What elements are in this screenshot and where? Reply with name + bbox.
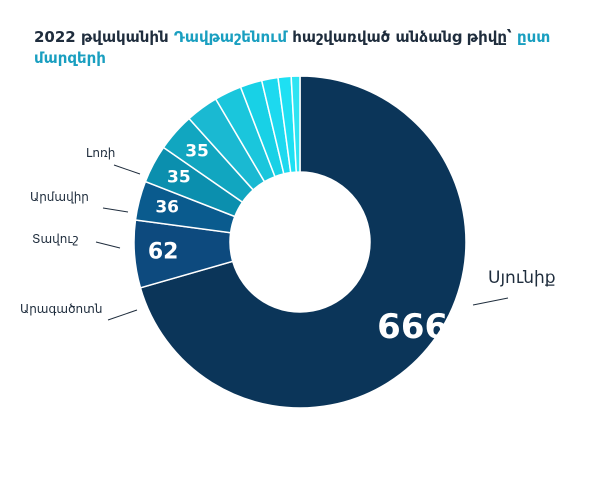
slice-category-label: Տավուշ [32,232,79,246]
leader-line [472,297,509,306]
chart-title: 2022 թվականին Դավթաշենում հաշվառված անձա… [34,27,574,69]
slice-value-label: 35 [167,168,191,188]
donut-slice [139,75,467,409]
leader-line [113,164,141,175]
slice-value-label: 666 [377,307,448,347]
value-labels: 666 62 36 35 35 [148,141,448,347]
donut-slices [133,75,467,409]
slice-category-label: Լոռի [86,146,115,160]
leader-line [102,207,129,213]
title-highlight-1: Դավթաշենում [173,28,288,46]
slice-category-label: Սյունիք [488,268,556,288]
slice-value-label: 36 [155,198,179,218]
title-part-2: հաշվառված անձանց թիվը՝ [287,28,517,46]
slice-category-label: Արմավիր [30,190,89,204]
slice-value-label: 62 [148,240,179,265]
slice-value-label: 35 [185,141,209,161]
title-highlight-2: ըստ մարզերի [34,28,551,67]
category-labels: Սյունիք Արագածոտն Տավուշ Արմավիր Լոռի [20,146,556,316]
title-part-1: 2022 թվականին [34,28,174,46]
leader-line [95,241,121,249]
leader-lines [95,164,509,321]
leader-line [107,309,138,321]
donut-slice [290,75,301,173]
slice-category-label: Արագածոտն [20,302,102,316]
